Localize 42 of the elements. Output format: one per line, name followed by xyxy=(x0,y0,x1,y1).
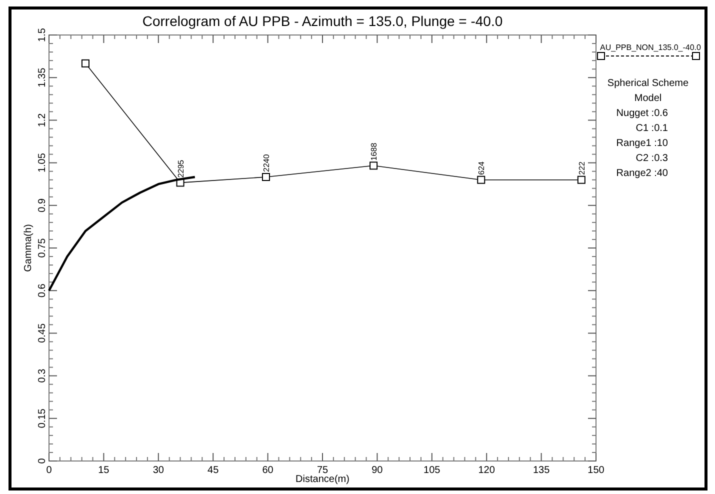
x-axis-title: Distance(m) xyxy=(296,474,350,485)
y-tick-label: 0.75 xyxy=(37,238,48,258)
text: Nugget :0.6 xyxy=(616,108,668,119)
x-tick-label: 135 xyxy=(532,465,550,476)
point xyxy=(477,176,486,184)
y-tick-label: 1.35 xyxy=(37,67,48,88)
text: Model xyxy=(634,93,662,104)
x-tick-label: 150 xyxy=(588,465,605,476)
x-tick-label: 45 xyxy=(208,465,220,476)
y-tick-label: 1.5 xyxy=(37,28,48,42)
annotation: 624 xyxy=(477,160,486,175)
text: Range1 :10 xyxy=(616,138,668,149)
point xyxy=(262,173,270,181)
text: Range2 :40 xyxy=(616,168,668,179)
text: Spherical Scheme xyxy=(607,78,690,89)
annotation: 222 xyxy=(577,160,586,175)
x-tick-label: 60 xyxy=(262,465,274,476)
y-tick-label: 1.05 xyxy=(37,152,48,173)
chart-title: Correlogram of AU PPB - Azimuth = 135.0, Plunge = -40.0 xyxy=(142,13,503,29)
x-tick-label: 105 xyxy=(424,465,441,476)
text: C2 :0.3 xyxy=(636,153,668,164)
y-tick-label: 0.9 xyxy=(37,198,48,212)
point xyxy=(370,162,378,170)
text: C1 :0.1 xyxy=(636,123,668,134)
y-tick-label: 0 xyxy=(37,458,48,464)
annotation: 1688 xyxy=(370,142,379,161)
y-axis-title: Gamma(h) xyxy=(23,224,34,272)
text: AU_PPB_NON_135.0_-40.0 xyxy=(600,43,702,52)
y-tick-label: 0.3 xyxy=(37,368,48,383)
annotation: 2240 xyxy=(262,154,271,172)
y-tick-label: 0.15 xyxy=(37,408,48,428)
point xyxy=(81,59,90,68)
x-tick-label: 90 xyxy=(372,465,384,476)
point xyxy=(577,176,586,184)
y-tick-label: 0.45 xyxy=(37,323,48,343)
y-tick-label: 1.2 xyxy=(37,112,48,128)
x-tick-label: 75 xyxy=(316,465,328,476)
x-tick-label: 120 xyxy=(478,465,496,476)
y-tick-label: 0.6 xyxy=(37,283,48,298)
annotation: 2295 xyxy=(176,159,186,178)
x-tick-label: 15 xyxy=(98,465,110,476)
x-tick-label: 30 xyxy=(152,465,164,476)
